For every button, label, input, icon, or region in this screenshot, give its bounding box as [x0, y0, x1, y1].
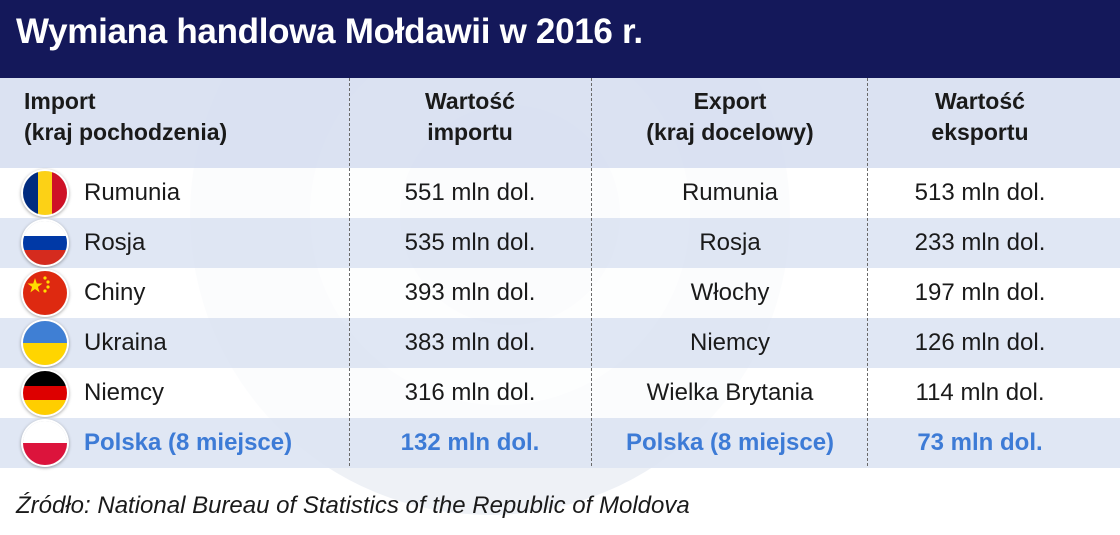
import-country-cell: Chiny — [84, 279, 146, 306]
import-country-cell: Rosja — [84, 229, 146, 256]
export-value-cell: 513 mln dol. — [914, 179, 1046, 206]
import-value-cell: 316 mln dol. — [404, 379, 536, 406]
header-export-country: Export (kraj docelowy) — [646, 88, 814, 145]
ukraine-flag-icon — [23, 321, 67, 365]
export-value-cell: 126 mln dol. — [914, 329, 1046, 356]
column-divider — [591, 78, 592, 466]
export-country-cell: Niemcy — [689, 329, 770, 356]
trade-table: Import (kraj pochodzenia) Wartość import… — [0, 78, 1120, 468]
header-import-value: Wartość importu — [425, 88, 515, 145]
column-divider — [867, 78, 868, 466]
header-import-country: Import (kraj pochodzenia) — [24, 88, 228, 145]
romania-flag-icon — [23, 171, 67, 215]
import-value-cell: 393 mln dol. — [404, 279, 536, 306]
table-row: Rumunia 551 mln dol. Rumunia 513 mln dol… — [0, 168, 1120, 218]
russia-flag-icon — [23, 221, 67, 265]
table-row: Niemcy 316 mln dol. Wielka Brytania 114 … — [0, 368, 1120, 418]
table-row: Ukraina 383 mln dol. Niemcy 126 mln dol. — [0, 318, 1120, 368]
column-divider — [349, 78, 350, 466]
table-row: Rosja 535 mln dol. Rosja 233 mln dol. — [0, 218, 1120, 268]
import-value-cell: 132 mln dol. — [400, 429, 540, 456]
page-title: Wymiana handlowa Mołdawii w 2016 r. — [16, 12, 643, 51]
china-flag-icon — [23, 271, 67, 315]
import-country-cell: Niemcy — [84, 379, 165, 406]
import-country-cell: Rumunia — [84, 179, 181, 206]
import-country-cell: Polska (8 miejsce) — [84, 429, 293, 456]
source-note: Źródło: National Bureau of Statistics of… — [16, 492, 690, 519]
table-header: Import (kraj pochodzenia) Wartość import… — [0, 78, 1120, 168]
export-value-cell: 233 mln dol. — [914, 229, 1046, 256]
import-value-cell: 535 mln dol. — [404, 229, 536, 256]
export-country-cell: Polska (8 miejsce) — [625, 429, 835, 456]
export-country-cell: Rumunia — [681, 179, 779, 206]
import-value-cell: 383 mln dol. — [404, 329, 536, 356]
poland-flag-icon — [23, 421, 67, 465]
title-bar: Wymiana handlowa Mołdawii w 2016 r. — [0, 0, 1120, 78]
germany-flag-icon — [23, 371, 67, 415]
table-row: Chiny 393 mln dol. Włochy 197 mln dol. — [0, 268, 1120, 318]
import-country-cell: Ukraina — [84, 329, 167, 356]
export-country-cell: Wielka Brytania — [646, 379, 814, 406]
export-value-cell: 73 mln dol. — [917, 429, 1043, 456]
export-country-cell: Rosja — [699, 229, 761, 256]
import-value-cell: 551 mln dol. — [404, 179, 536, 206]
table-row-highlight: Polska (8 miejsce) 132 mln dol. Polska (… — [0, 418, 1120, 468]
export-value-cell: 114 mln dol. — [915, 379, 1045, 406]
header-export-value: Wartość eksportu — [931, 88, 1029, 145]
export-country-cell: Włochy — [690, 279, 770, 306]
export-value-cell: 197 mln dol. — [914, 279, 1046, 306]
